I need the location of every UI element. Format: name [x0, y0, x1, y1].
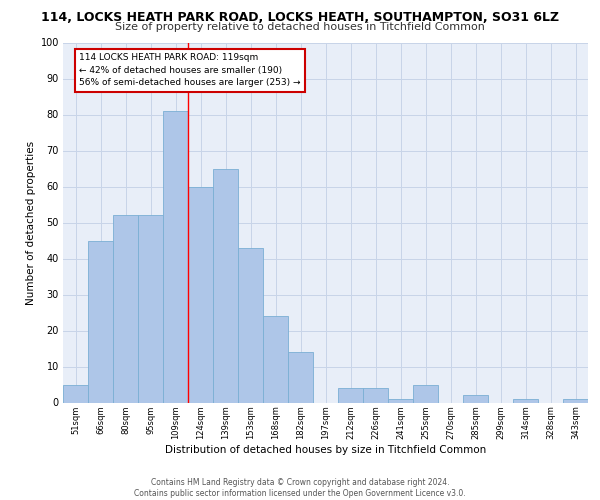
Bar	[138, 216, 163, 402]
X-axis label: Distribution of detached houses by size in Titchfield Common: Distribution of detached houses by size …	[165, 444, 486, 454]
Bar	[363, 388, 388, 402]
Y-axis label: Number of detached properties: Number of detached properties	[26, 140, 36, 304]
Bar	[513, 399, 538, 402]
Bar	[563, 399, 588, 402]
Bar	[413, 384, 438, 402]
Text: 114 LOCKS HEATH PARK ROAD: 119sqm
← 42% of detached houses are smaller (190)
56%: 114 LOCKS HEATH PARK ROAD: 119sqm ← 42% …	[79, 54, 301, 88]
Bar	[88, 240, 113, 402]
Bar	[163, 111, 188, 403]
Bar	[463, 396, 488, 402]
Bar	[113, 216, 138, 402]
Bar	[288, 352, 313, 403]
Text: 114, LOCKS HEATH PARK ROAD, LOCKS HEATH, SOUTHAMPTON, SO31 6LZ: 114, LOCKS HEATH PARK ROAD, LOCKS HEATH,…	[41, 11, 559, 24]
Bar	[188, 186, 213, 402]
Bar	[388, 399, 413, 402]
Bar	[238, 248, 263, 402]
Text: Contains HM Land Registry data © Crown copyright and database right 2024.
Contai: Contains HM Land Registry data © Crown c…	[134, 478, 466, 498]
Bar	[263, 316, 288, 402]
Bar	[213, 168, 238, 402]
Bar	[63, 384, 88, 402]
Bar	[338, 388, 363, 402]
Text: Size of property relative to detached houses in Titchfield Common: Size of property relative to detached ho…	[115, 22, 485, 32]
